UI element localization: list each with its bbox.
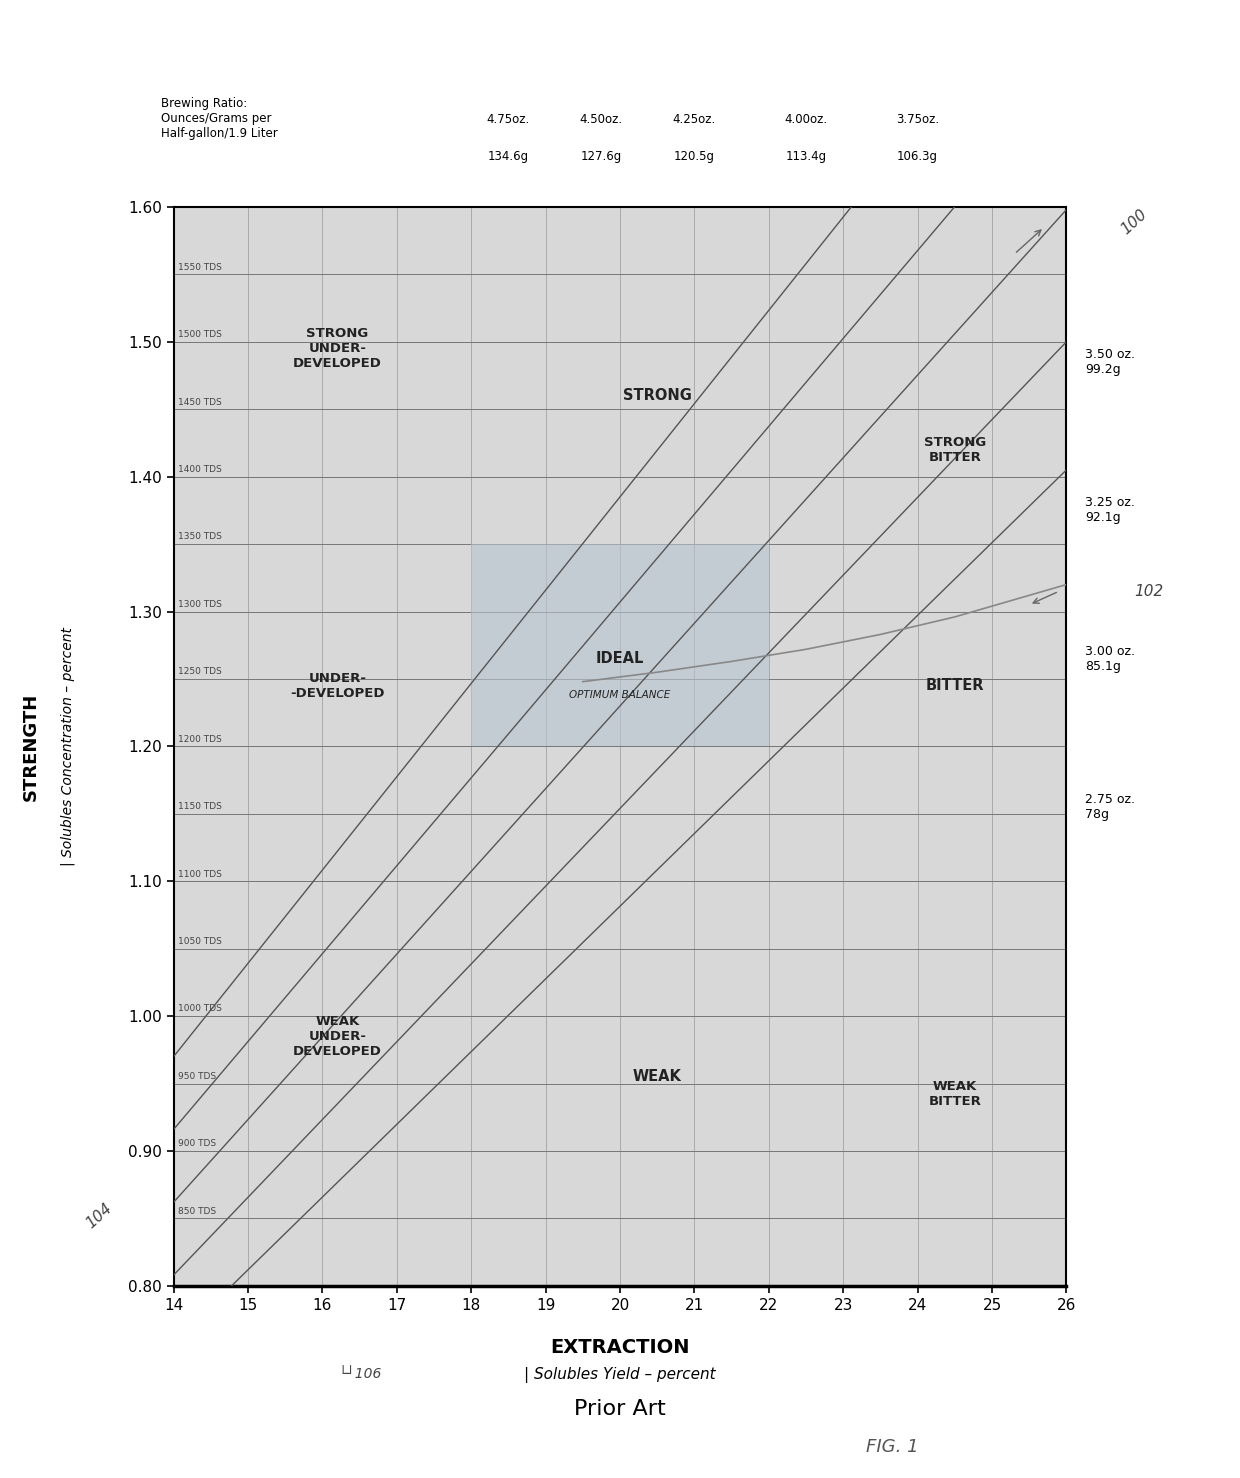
Text: STRONG
BITTER: STRONG BITTER (924, 436, 986, 464)
Text: 1100 TDS: 1100 TDS (179, 869, 222, 878)
Text: 4.50oz.: 4.50oz. (580, 112, 622, 126)
Text: Prior Art: Prior Art (574, 1398, 666, 1419)
Text: IDEAL: IDEAL (595, 652, 645, 667)
Text: | Solubles Yield – percent: | Solubles Yield – percent (525, 1367, 715, 1383)
Text: 850 TDS: 850 TDS (179, 1206, 216, 1216)
Polygon shape (471, 544, 769, 746)
Text: 3.50 oz.
99.2g: 3.50 oz. 99.2g (1085, 347, 1135, 375)
Text: STRENGTH: STRENGTH (22, 692, 40, 801)
Text: WEAK
UNDER-
DEVELOPED: WEAK UNDER- DEVELOPED (293, 1015, 382, 1058)
Text: 4.75oz.: 4.75oz. (487, 112, 529, 126)
Text: FIG. 1: FIG. 1 (867, 1438, 919, 1456)
Text: 3.25 oz.
92.1g: 3.25 oz. 92.1g (1085, 497, 1135, 525)
Text: 1300 TDS: 1300 TDS (179, 600, 222, 609)
Text: WEAK
BITTER: WEAK BITTER (929, 1080, 981, 1108)
Text: 4.00oz.: 4.00oz. (785, 112, 827, 126)
Text: 3.75oz.: 3.75oz. (897, 112, 939, 126)
Text: EXTRACTION: EXTRACTION (551, 1338, 689, 1357)
Text: 950 TDS: 950 TDS (179, 1072, 216, 1080)
Text: OPTIMUM BALANCE: OPTIMUM BALANCE (569, 690, 671, 701)
Text: 100: 100 (1118, 207, 1151, 236)
Text: 1050 TDS: 1050 TDS (179, 937, 222, 946)
Text: 113.4g: 113.4g (785, 149, 827, 163)
Text: 2.75 oz.
78g: 2.75 oz. 78g (1085, 794, 1135, 822)
Text: 127.6g: 127.6g (580, 149, 622, 163)
Text: BITTER: BITTER (925, 678, 985, 693)
Text: 1400 TDS: 1400 TDS (179, 466, 222, 474)
Text: Brewing Ratio:
Ounces/Grams per
Half-gallon/1.9 Liter: Brewing Ratio: Ounces/Grams per Half-gal… (161, 98, 278, 140)
Text: STRONG
UNDER-
DEVELOPED: STRONG UNDER- DEVELOPED (293, 327, 382, 370)
Text: 3.00 oz.
85.1g: 3.00 oz. 85.1g (1085, 644, 1135, 672)
Text: 1250 TDS: 1250 TDS (179, 667, 222, 677)
Text: WEAK: WEAK (632, 1069, 682, 1085)
Text: 1550 TDS: 1550 TDS (179, 263, 222, 272)
Text: 1000 TDS: 1000 TDS (179, 1005, 222, 1014)
Text: 1150 TDS: 1150 TDS (179, 803, 222, 811)
Text: 4.25oz.: 4.25oz. (673, 112, 715, 126)
Text: 1450 TDS: 1450 TDS (179, 398, 222, 406)
Text: 1350 TDS: 1350 TDS (179, 532, 222, 541)
Text: 106.3g: 106.3g (897, 149, 939, 163)
Text: STRONG: STRONG (622, 389, 692, 403)
Text: 900 TDS: 900 TDS (179, 1140, 216, 1148)
Text: 102: 102 (1135, 584, 1164, 599)
Text: | Solubles Concentration – percent: | Solubles Concentration – percent (61, 627, 76, 866)
Text: 1500 TDS: 1500 TDS (179, 330, 222, 338)
Text: 1200 TDS: 1200 TDS (179, 735, 222, 743)
Text: 120.5g: 120.5g (673, 149, 715, 163)
Text: └┘106: └┘106 (339, 1367, 381, 1380)
Text: UNDER-
-DEVELOPED: UNDER- -DEVELOPED (290, 671, 384, 699)
Text: 104: 104 (83, 1200, 115, 1231)
Text: 134.6g: 134.6g (487, 149, 529, 163)
